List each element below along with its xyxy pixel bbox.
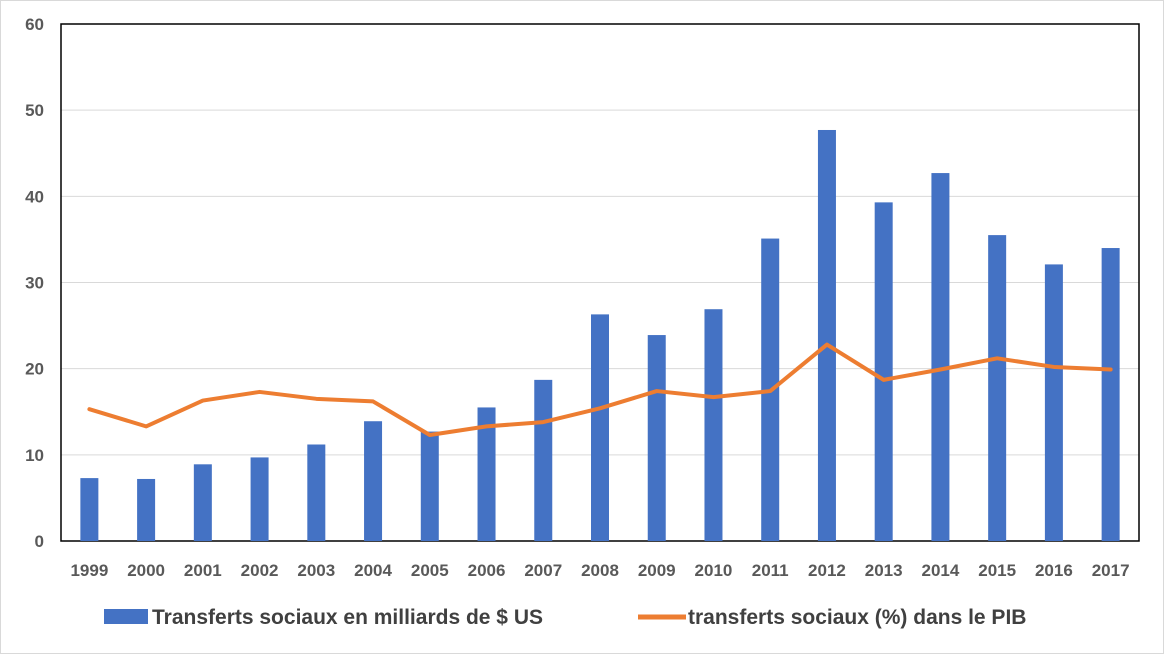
x-tick-label: 2015: [978, 561, 1016, 580]
y-tick-label: 10: [25, 446, 44, 465]
bar: [477, 407, 496, 541]
x-tick-label: 2009: [638, 561, 676, 580]
bar: [591, 314, 609, 541]
bar: [704, 309, 723, 541]
bar: [193, 464, 212, 541]
x-tick-label: 2010: [695, 561, 733, 580]
x-tick-label: 2017: [1092, 561, 1130, 580]
bar: [1044, 264, 1063, 541]
legend-label-line: transferts sociaux (%) dans le PIB: [688, 606, 1026, 629]
bar: [307, 444, 326, 541]
x-tick-label: 2008: [581, 561, 619, 580]
bar: [534, 379, 553, 541]
bar-series: [80, 129, 1120, 542]
y-tick-label: 60: [25, 15, 44, 34]
bar: [1101, 248, 1120, 542]
y-tick-label: 20: [25, 360, 44, 379]
bar: [817, 129, 836, 542]
bar: [250, 457, 269, 541]
line-series: [87, 342, 1113, 438]
x-tick-label: 2013: [865, 561, 903, 580]
x-tick-label: 2014: [922, 561, 960, 580]
x-tick-label: 2004: [354, 561, 392, 580]
y-axis-ticks: 0 10 20 30 40 50 60: [25, 15, 44, 551]
x-axis-ticks: 1999 2000 2001 2002 2003 2004 2005 2006 2007 2008…: [70, 561, 1129, 580]
bar: [647, 335, 666, 541]
x-tick-label: 2011: [752, 561, 789, 580]
x-tick-label: 2006: [468, 561, 506, 580]
x-tick-label: 2012: [808, 561, 846, 580]
legend-swatch-bars: [104, 609, 148, 624]
legend: Transferts sociaux en milliards de $ US …: [104, 606, 1026, 629]
bar: [988, 235, 1007, 541]
x-tick-label: 2001: [184, 561, 222, 580]
x-tick-label: 2005: [411, 561, 449, 580]
x-tick-label: 2003: [297, 561, 335, 580]
y-tick-label: 40: [25, 187, 44, 206]
y-tick-label: 30: [25, 274, 44, 293]
x-tick-label: 2016: [1035, 561, 1073, 580]
bar: [420, 431, 439, 541]
x-tick-label: 2000: [127, 561, 165, 580]
bar: [931, 173, 950, 541]
legend-label-bars: Transferts sociaux en milliards de $ US: [152, 606, 543, 629]
x-tick-label: 1999: [70, 561, 108, 580]
bar: [874, 202, 893, 542]
y-tick-label: 0: [35, 532, 44, 551]
x-tick-label: 2002: [241, 561, 279, 580]
x-tick-label: 2007: [524, 561, 562, 580]
y-tick-label: 50: [25, 101, 44, 120]
bar: [80, 478, 99, 541]
bar: [137, 478, 156, 541]
bar: [364, 421, 383, 541]
